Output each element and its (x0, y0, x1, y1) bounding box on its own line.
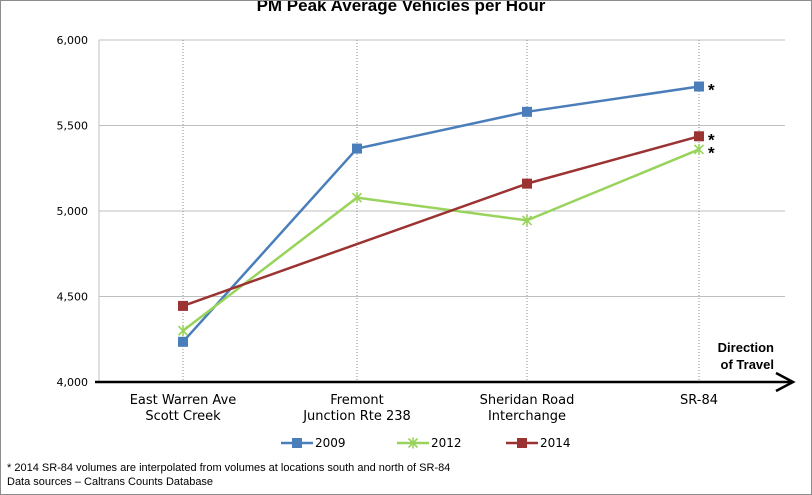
point-2014 (178, 300, 188, 311)
footnote: Data sources – Caltrans Counts Database (7, 476, 213, 488)
footnote: * 2014 SR-84 volumes are interpolated fr… (7, 462, 450, 474)
legend-label-2014: 2014 (540, 436, 571, 450)
point-2009 (352, 143, 362, 154)
x-tick-label: East Warren Ave (130, 393, 237, 408)
point-2012 (177, 325, 189, 337)
point-2012 (521, 214, 533, 226)
series-line-2014 (182, 135, 700, 308)
legend-label-2012: 2012 (431, 436, 462, 450)
y-tick-label: 5,000 (57, 205, 89, 218)
point-2012 (693, 143, 705, 155)
y-tick-label: 5,500 (57, 120, 89, 133)
x-tick-label: Sheridan Road (480, 393, 575, 408)
series-line-2012 (182, 148, 700, 332)
star-annotation: * (708, 81, 715, 100)
chart-title: PM Peak Average Vehicles per Hour (257, 1, 546, 15)
point-2009 (694, 81, 704, 92)
x-tick-label: Scott Creek (145, 409, 221, 424)
point-2009 (522, 106, 532, 117)
direction-annotation: Direction (718, 340, 774, 355)
legend-label-2009: 2009 (315, 436, 346, 450)
star-annotation: * (708, 130, 715, 149)
legend-marker-2014 (517, 438, 527, 448)
x-tick-label: Fremont (330, 393, 384, 408)
point-2014 (694, 131, 704, 142)
star-annotation: * (708, 143, 715, 162)
x-tick-label: Junction Rte 238 (302, 409, 411, 424)
direction-annotation: of Travel (721, 357, 774, 372)
x-tick-label: SR-84 (680, 393, 718, 408)
x-axis-arrowhead (775, 371, 796, 393)
point-2014 (522, 178, 532, 189)
y-tick-label: 4,000 (57, 376, 89, 389)
y-tick-label: 6,000 (57, 34, 89, 47)
point-2012 (351, 192, 363, 204)
series-line-2009 (182, 85, 700, 343)
point-2009 (178, 336, 188, 347)
legend-marker-2009 (292, 438, 302, 448)
x-tick-label: Interchange (488, 409, 566, 424)
legend-marker-2012 (407, 437, 419, 449)
y-tick-label: 4,500 (57, 291, 89, 304)
